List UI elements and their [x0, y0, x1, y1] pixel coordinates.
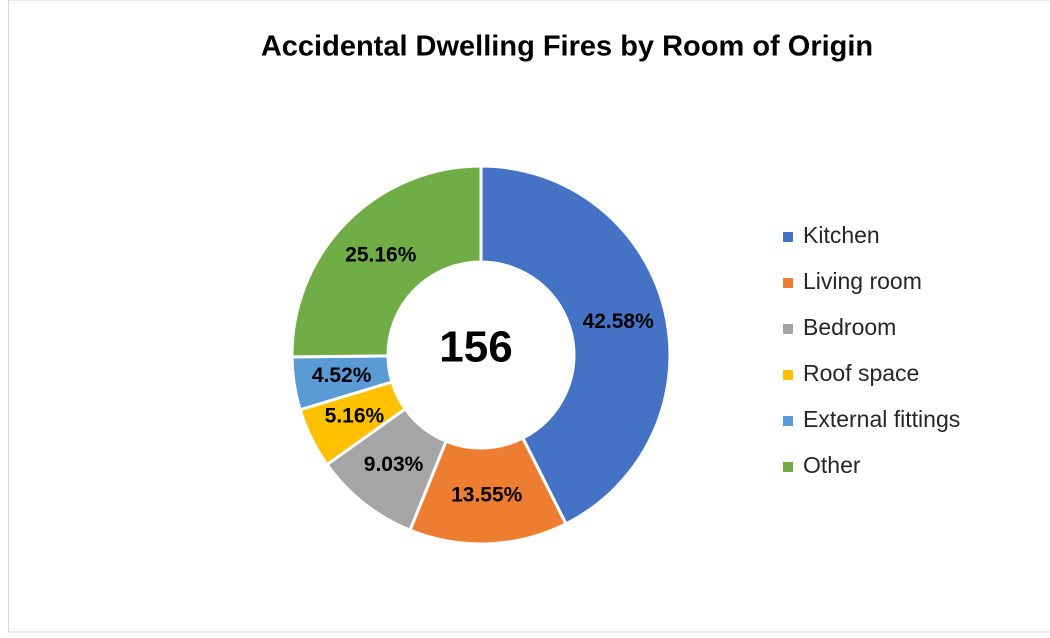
legend-label: Roof space — [803, 360, 919, 386]
legend-label: External fittings — [803, 406, 960, 432]
legend-label: Living room — [803, 268, 922, 294]
legend-swatch — [783, 278, 793, 288]
legend-swatch — [783, 324, 793, 334]
data-label: 25.16% — [345, 243, 417, 266]
legend-label: Other — [803, 452, 861, 478]
data-label: 13.55% — [451, 483, 523, 506]
data-label: 4.52% — [312, 364, 372, 387]
legend-swatch — [783, 370, 793, 380]
data-label: 5.16% — [325, 405, 385, 428]
legend-swatch — [783, 232, 793, 242]
legend-label: Kitchen — [803, 222, 880, 248]
center-label: 156 — [439, 323, 512, 372]
legend-label: Bedroom — [803, 314, 896, 340]
data-label: 42.58% — [583, 310, 655, 333]
chart-title: Accidental Dwelling Fires by Room of Ori… — [261, 31, 873, 63]
legend-swatch — [783, 416, 793, 426]
data-label: 9.03% — [364, 453, 424, 476]
legend-swatch — [783, 462, 793, 472]
